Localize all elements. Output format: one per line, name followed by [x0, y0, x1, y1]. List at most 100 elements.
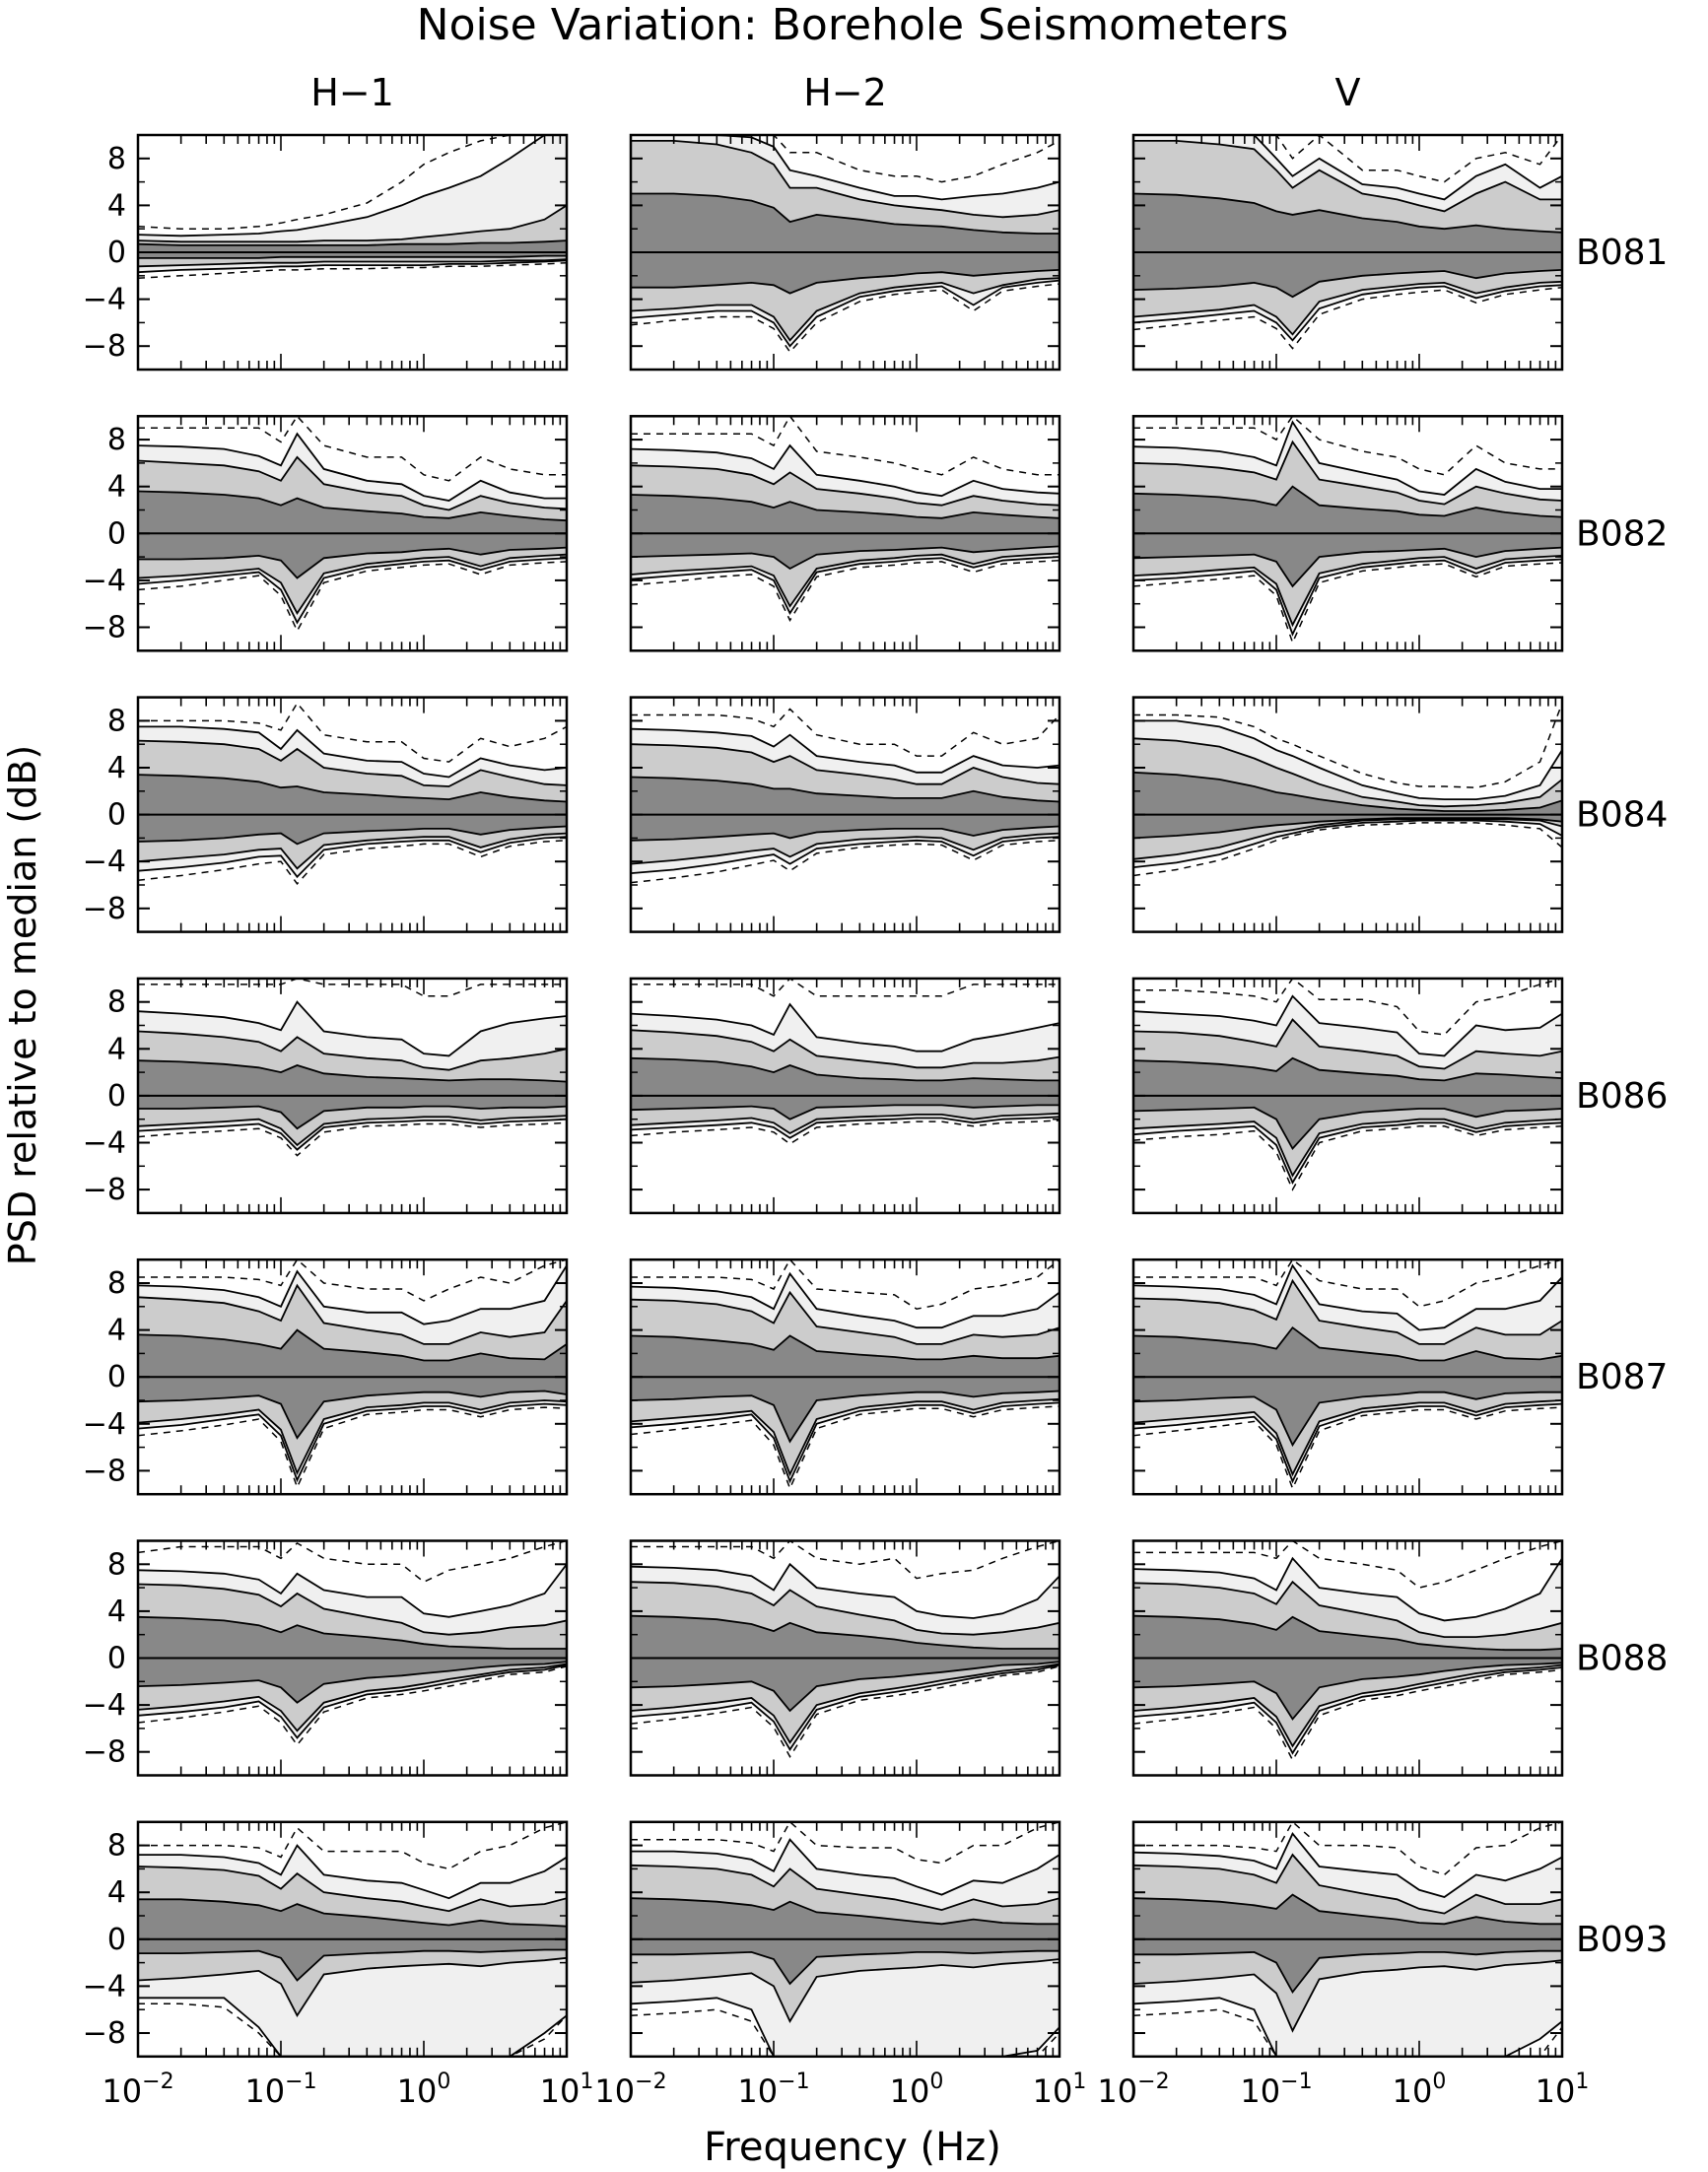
y-tick-label: 4 [107, 188, 126, 223]
band-inner-upper [1133, 486, 1562, 534]
x-tick-base: 10 [397, 2072, 438, 2110]
series-line-p05 [1133, 558, 1562, 637]
series-line-p95 [1133, 1263, 1562, 1331]
series-line-p95 [138, 432, 567, 502]
band-inner-upper [138, 1899, 567, 1939]
x-tick-exponent: 0 [929, 2070, 943, 2094]
band-outer-lower [138, 1957, 567, 2057]
x-tick-base: 10 [1536, 2072, 1576, 2110]
band-middle-upper [138, 1584, 567, 1649]
x-tick-exponent: −1 [1280, 2070, 1312, 2094]
band-middle-lower [138, 1391, 567, 1473]
series-line-p25 [1133, 817, 1562, 840]
band-inner-upper [1133, 1057, 1562, 1096]
x-tick-label: 101 [540, 2070, 594, 2110]
series-line-p95 [138, 1563, 567, 1618]
y-tick-label: −4 [83, 1688, 126, 1723]
station-label: B084 [1576, 795, 1668, 836]
band-middle-lower [138, 826, 567, 869]
series-line-p95 [1133, 719, 1562, 800]
x-tick-base: 10 [244, 2072, 285, 2110]
band-middle-upper [631, 140, 1059, 234]
x-tick-base: 10 [540, 2072, 581, 2110]
series-line-upper-dashed [1133, 135, 1562, 183]
series-line-p10 [631, 277, 1059, 342]
series-line-p05 [631, 1401, 1059, 1484]
series-line-p95 [138, 725, 567, 779]
series-line-p75 [138, 1898, 567, 1928]
band-inner-upper [138, 240, 567, 252]
band-outer-upper [1133, 1833, 1562, 1914]
x-tick-label: 10−2 [594, 2070, 666, 2110]
series-line-p25 [631, 545, 1059, 571]
series-line-p95 [138, 1000, 567, 1057]
series-line-p25 [631, 1949, 1059, 1986]
y-tick-label: 4 [107, 751, 126, 785]
x-tick-base: 10 [1393, 2072, 1433, 2110]
band-middle-lower [1133, 1950, 1562, 2031]
x-tick-label: 100 [890, 2070, 944, 2110]
x-tick-exponent: −1 [285, 2070, 316, 2094]
x-tick-base: 10 [737, 2072, 778, 2110]
series-line-p05 [138, 836, 567, 879]
series-line-p10 [138, 553, 567, 615]
band-outer-upper [631, 728, 1059, 784]
band-middle-upper [1133, 441, 1562, 517]
station-label: B082 [1576, 513, 1668, 554]
panel-b082-v [1133, 416, 1562, 645]
series-line-p75 [138, 774, 567, 803]
y-tick-label: −8 [83, 2016, 126, 2051]
band-inner-lower [631, 1938, 1059, 1984]
panel-b084-h2 [631, 708, 1059, 884]
panel-b093-h1 [138, 1821, 567, 2057]
series-line-p95 [631, 1002, 1059, 1052]
y-tick-label: 8 [107, 423, 126, 457]
y-tick-label: 4 [107, 1314, 126, 1348]
x-tick-label: 101 [1536, 2070, 1590, 2110]
series-line-lower-dashed [631, 1665, 1059, 1758]
panel-b087-h2 [631, 1259, 1059, 1491]
series-line-p90 [138, 1866, 567, 1913]
series-line-p05 [1133, 1121, 1562, 1185]
series-line-p90 [631, 743, 1059, 785]
x-tick-exponent: 0 [437, 2070, 450, 2094]
series-line-p95 [138, 1264, 567, 1325]
panel-b084-v [1133, 703, 1562, 877]
series-line-lower-dashed [138, 1406, 567, 1490]
x-tick-label: 10−2 [1097, 2070, 1169, 2110]
series-line-p90 [631, 464, 1059, 507]
x-tick-exponent: 1 [580, 2070, 593, 2094]
band-outer-upper [631, 1004, 1059, 1068]
series-line-p90 [1133, 737, 1562, 808]
series-line-p90 [1133, 440, 1562, 506]
series-line-p75 [1133, 192, 1562, 234]
series-line-p25 [1133, 1949, 1562, 1995]
series-line-p25 [1133, 546, 1562, 588]
series-line-p95 [1133, 1556, 1562, 1622]
band-middle-upper [1133, 1855, 1562, 1925]
series-line-p75 [631, 776, 1059, 803]
x-tick-exponent: 0 [1432, 2070, 1446, 2094]
x-tick-label: 10−1 [244, 2070, 316, 2110]
band-middle-lower [1133, 1107, 1562, 1176]
y-tick-label: −4 [83, 845, 126, 879]
series-line-p10 [138, 258, 567, 268]
series-line-upper-dashed [631, 1259, 1059, 1310]
band-outer-upper [138, 135, 567, 242]
series-line-upper-dashed [631, 708, 1059, 757]
series-line-p75 [1133, 1056, 1562, 1082]
x-tick-base: 10 [1240, 2072, 1280, 2110]
panel-b084-h1 [138, 702, 567, 885]
band-inner-upper [138, 491, 567, 534]
x-tick-label: 10−1 [737, 2070, 809, 2110]
band-inner-lower [138, 533, 567, 578]
series-line-p75 [1133, 771, 1562, 812]
band-middle-upper [1133, 738, 1562, 811]
band-outer-upper [1133, 422, 1562, 505]
series-line-lower-dashed [1133, 1125, 1562, 1191]
band-inner-lower [631, 1658, 1059, 1711]
series-line-p05 [1133, 284, 1562, 342]
band-middle-lower [138, 547, 567, 614]
panel-b087-h1 [138, 1259, 567, 1490]
